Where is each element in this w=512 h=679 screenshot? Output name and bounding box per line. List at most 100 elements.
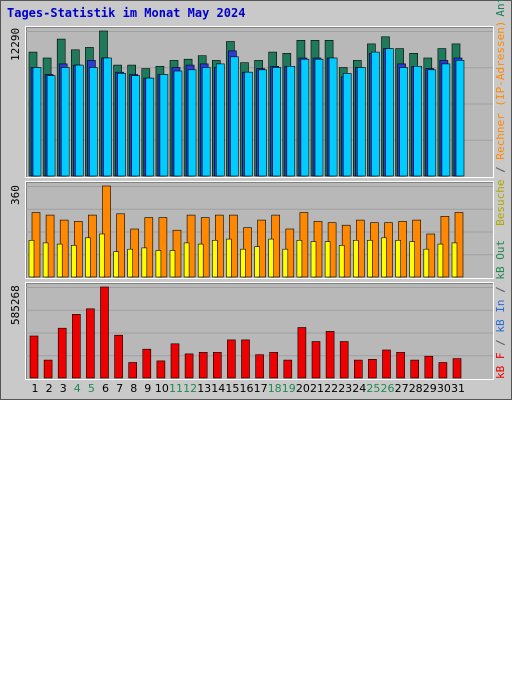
day-label-4: 4 — [73, 382, 81, 395]
legend-entry: kB F — [494, 352, 507, 380]
bar-seiten-1 — [32, 67, 42, 177]
bar-besuche-13 — [197, 243, 204, 278]
bar-seiten-26 — [385, 48, 394, 177]
bar-kb-f-21 — [311, 341, 321, 379]
bar-kb-f-11 — [170, 343, 180, 379]
bar-seiten-25 — [371, 51, 380, 177]
bar-seiten-22 — [328, 57, 338, 177]
legend-entry: / — [494, 332, 507, 353]
bar-kb-f-17 — [255, 354, 264, 379]
bar-seiten-20 — [300, 58, 310, 177]
day-label-8: 8 — [130, 382, 138, 395]
bar-kb-f-8 — [128, 362, 137, 379]
bar-seiten-6 — [103, 57, 112, 177]
bar-seiten-11 — [173, 70, 183, 177]
bar-besuche-7 — [113, 251, 119, 278]
day-label-24: 24 — [352, 382, 367, 395]
bar-besuche-21 — [310, 241, 317, 278]
day-label-9: 9 — [144, 382, 152, 395]
bar-seiten-19 — [286, 65, 296, 177]
bar-seiten-3 — [60, 67, 70, 177]
bar-rechner-ip-adressen--9 — [144, 217, 154, 278]
bar-rechner-ip-adressen--10 — [158, 217, 168, 278]
day-label-12: 12 — [183, 382, 198, 395]
day-label-2: 2 — [45, 382, 53, 395]
day-label-1: 1 — [31, 382, 39, 395]
bar-besuche-29 — [423, 248, 430, 278]
bar-seiten-7 — [117, 73, 126, 177]
day-label-16: 16 — [239, 382, 254, 395]
bar-seiten-31 — [455, 60, 465, 177]
bar-seiten-15 — [230, 56, 239, 177]
bar-kb-f-7 — [114, 334, 123, 379]
bar-kb-f-6 — [100, 286, 109, 379]
day-label-30: 30 — [436, 382, 451, 395]
legend-entry: / — [494, 279, 507, 300]
day-label-28: 28 — [408, 382, 423, 395]
bar-kb-f-29 — [424, 355, 434, 379]
day-label-22: 22 — [324, 382, 339, 395]
day-label-23: 23 — [338, 382, 353, 395]
chart-title: Tages-Statistik im Monat May 2024 — [7, 6, 246, 20]
panel-kb-svg — [26, 286, 493, 379]
bar-kb-f-19 — [283, 359, 293, 379]
bar-kb-f-1 — [29, 335, 39, 379]
day-label-17: 17 — [253, 382, 268, 395]
chart-window: Tages-Statistik im Monat May 2024 12290 … — [0, 0, 512, 400]
bar-besuche-17 — [254, 246, 260, 278]
day-label-11: 11 — [169, 382, 183, 395]
legend-entry: / — [494, 159, 507, 180]
bar-seiten-21 — [314, 58, 324, 177]
bar-kb-f-25 — [368, 359, 377, 379]
bar-seiten-17 — [258, 69, 267, 177]
bar-besuche-10 — [155, 250, 162, 278]
bar-kb-f-4 — [71, 313, 81, 379]
bar-kb-f-20 — [297, 327, 307, 379]
day-label-20: 20 — [295, 382, 310, 395]
bar-besuche-9 — [141, 247, 148, 278]
bar-seiten-5 — [89, 67, 98, 177]
day-label-5: 5 — [87, 382, 95, 395]
bar-kb-f-22 — [325, 331, 335, 379]
day-label-29: 29 — [422, 382, 437, 395]
legend-entry: kB In — [494, 299, 507, 333]
bar-besuche-1 — [28, 239, 35, 278]
legend-entry: Anfragen — [494, 0, 507, 17]
bar-kb-f-30 — [438, 362, 448, 379]
bar-seiten-2 — [46, 75, 56, 177]
day-label-3: 3 — [59, 382, 67, 395]
day-label-13: 13 — [197, 382, 212, 395]
bar-kb-f-14 — [213, 352, 222, 379]
bar-besuche-28 — [409, 241, 416, 278]
panel-rechner — [25, 181, 494, 279]
bar-seiten-30 — [441, 63, 451, 177]
bar-seiten-29 — [427, 69, 437, 177]
legend-entry: Besuche — [494, 179, 507, 226]
legend-text: kB F / kB In / kB Out Besuche / Rechner (… — [494, 0, 507, 379]
bar-seiten-10 — [159, 74, 169, 177]
day-label-6: 6 — [102, 382, 109, 395]
bar-besuche-2 — [42, 242, 49, 278]
bar-besuche-12 — [183, 242, 190, 278]
bar-besuche-24 — [352, 239, 359, 278]
bar-kb-f-3 — [57, 327, 67, 379]
bar-besuche-18 — [268, 238, 274, 278]
bar-besuche-22 — [324, 241, 331, 278]
bar-kb-f-23 — [339, 341, 349, 379]
ymax-label-kb: 585268 — [9, 285, 22, 325]
bar-kb-f-16 — [241, 339, 250, 379]
bar-kb-f-26 — [382, 349, 391, 379]
bar-besuche-23 — [338, 245, 345, 278]
panel-anfragen-svg — [26, 30, 493, 177]
bar-seiten-27 — [399, 67, 408, 177]
bar-besuche-27 — [395, 239, 401, 278]
bar-seiten-4 — [74, 64, 84, 177]
bar-kb-f-2 — [43, 359, 53, 379]
panel-anfragen — [25, 26, 494, 178]
bar-kb-f-24 — [353, 359, 363, 379]
ymax-label-anfragen: 12290 — [9, 27, 22, 61]
bar-besuche-6 — [99, 233, 105, 278]
bar-kb-f-31 — [452, 358, 462, 379]
day-label-14: 14 — [211, 382, 226, 395]
day-label-19: 19 — [281, 382, 296, 395]
